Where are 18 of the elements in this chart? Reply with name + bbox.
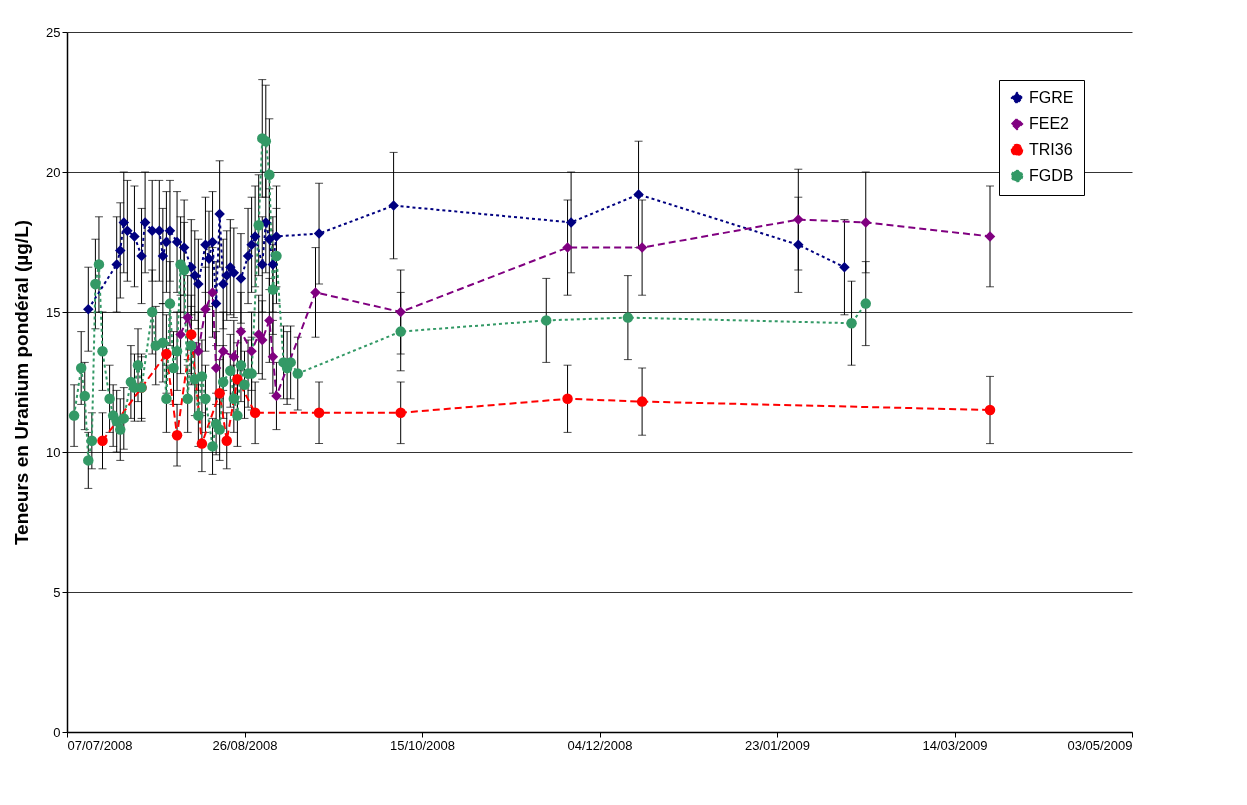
legend-label: FGRE <box>1029 89 1074 106</box>
y-tick-label: 25 <box>46 24 61 40</box>
legend-label: TRI36 <box>1029 141 1073 158</box>
y-tick-label: 20 <box>46 164 61 180</box>
x-tick-label: 03/05/2009 <box>1067 737 1133 753</box>
x-tick-label: 15/10/2008 <box>389 737 456 753</box>
y-tick-label: 15 <box>46 304 61 320</box>
legend-label: FEE2 <box>1029 115 1070 132</box>
y-tick-label: 10 <box>46 444 61 460</box>
x-tick-label: 04/12/2008 <box>567 737 633 753</box>
legend-label: FGDB <box>1029 167 1074 184</box>
y-tick-label: 5 <box>53 584 61 600</box>
y-axis-title: Teneurs en Uranium pondéral (µg/L) <box>11 219 33 546</box>
x-tick-label: 26/08/2008 <box>212 737 278 753</box>
y-tick-label: 0 <box>53 724 61 740</box>
x-tick-label: 14/03/2009 <box>922 737 988 753</box>
x-tick-label: 23/01/2009 <box>744 737 811 753</box>
x-tick-label: 07/07/2008 <box>67 737 133 753</box>
